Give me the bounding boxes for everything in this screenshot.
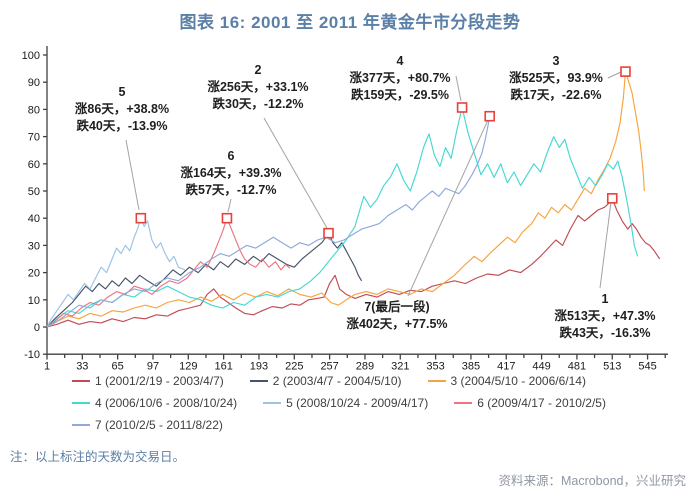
legend: 1 (2001/2/19 - 2003/4/7) 2 (2003/4/7 - 20… (72, 374, 692, 440)
y-tick-label: -10 (24, 349, 40, 361)
legend-swatch (427, 380, 446, 382)
callout-line (125, 139, 140, 211)
legend-swatch (454, 402, 473, 404)
y-tick-label: 90 (28, 77, 40, 89)
y-tick-label: 50 (28, 186, 40, 198)
series-line-1 (46, 197, 661, 328)
x-tick-label: 417 (497, 361, 515, 373)
x-tick-label: 513 (603, 361, 621, 373)
x-tick-label: 1 (44, 361, 50, 373)
legend-item-4: 4 (2006/10/6 - 2008/10/24) (72, 396, 237, 410)
source-text: 资料来源：Macrobond，兴业研究 (498, 474, 686, 488)
legend-label: 5 (2008/10/24 - 2009/4/17) (286, 396, 429, 410)
peak-marker (606, 193, 618, 204)
x-tick-label: 385 (462, 361, 480, 373)
callout-line (599, 201, 612, 289)
legend-item-7: 7 (2010/2/5 - 2011/8/22) (72, 418, 223, 432)
x-tick-label: 129 (179, 361, 197, 373)
series-line-7 (46, 116, 491, 328)
y-tick-label: 40 (28, 213, 40, 225)
peak-marker (484, 110, 496, 122)
legend-swatch (72, 402, 90, 404)
peak-marker (323, 227, 334, 239)
legend-item-1: 1 (2001/2/19 - 2003/4/7) (72, 374, 224, 388)
x-tick-label: 225 (285, 361, 303, 373)
y-tick-label: 30 (28, 240, 40, 252)
x-tick-label: 289 (356, 361, 374, 373)
legend-swatch (72, 424, 90, 426)
legend-row: 7 (2010/2/5 - 2011/8/22) (72, 418, 692, 432)
callout-line (263, 117, 328, 229)
legend-item-5: 5 (2008/10/24 - 2009/4/17) (263, 396, 428, 410)
legend-label: 3 (2004/5/10 - 2006/6/14) (450, 374, 586, 388)
callout-line (227, 198, 232, 213)
y-tick-label: 60 (28, 159, 40, 171)
legend-swatch (263, 402, 282, 404)
legend-label: 6 (2009/4/17 - 2010/2/5) (477, 396, 606, 410)
x-tick-label: 449 (532, 361, 550, 373)
chart-area: 100 90 80 70 60 50 40 30 20 10 0 -10 1 33 65 97 129 161 19… (22, 46, 668, 373)
x-tick-label: 65 (112, 361, 124, 373)
y-tick-label: 80 (28, 104, 40, 116)
legend-row: 4 (2006/10/6 - 2008/10/24) 5 (2008/10/24 … (72, 396, 692, 410)
legend-swatch (249, 380, 268, 382)
callout-line (607, 71, 622, 79)
y-tick-label: 100 (22, 50, 40, 62)
chart-title: 图表 16: 2001 至 2011 年黄金牛市分段走势 (179, 13, 521, 32)
legend-row: 1 (2001/2/19 - 2003/4/7) 2 (2003/4/7 - 20… (72, 374, 692, 388)
series-line-6 (46, 217, 291, 328)
series-line-4 (46, 106, 639, 328)
legend-item-3: 3 (2004/5/10 - 2006/6/14) (427, 374, 586, 388)
footnote: 注：以上标注的天数为交易日。 (10, 450, 186, 464)
y-tick-label: 20 (28, 268, 40, 280)
callout-line (455, 75, 462, 102)
x-tick-label: 481 (568, 361, 586, 373)
legend-label: 4 (2006/10/6 - 2008/10/24) (95, 396, 238, 410)
callout-line (407, 119, 489, 297)
x-tick-label: 33 (76, 361, 88, 373)
peak-marker (221, 212, 233, 224)
x-tick-label: 353 (426, 361, 444, 373)
x-tick-label: 321 (391, 361, 409, 373)
legend-label: 7 (2010/2/5 - 2011/8/22) (95, 418, 223, 432)
axes (43, 46, 668, 360)
peak-marker (620, 66, 631, 77)
peak-marker (135, 212, 147, 224)
series-line-5 (46, 217, 186, 328)
peak-marker (456, 102, 468, 113)
x-tick-label: 97 (147, 361, 159, 373)
x-tick-label: 193 (250, 361, 268, 373)
legend-item-6: 6 (2009/4/17 - 2010/2/5) (454, 396, 606, 410)
y-tick-label: 70 (28, 132, 40, 144)
x-tick-label: 545 (638, 361, 656, 373)
x-tick-label: 161 (214, 361, 232, 373)
y-tick-label: 10 (28, 295, 40, 307)
legend-label: 2 (2003/4/7 - 2004/5/10) (272, 374, 402, 388)
x-tick-label: 257 (320, 361, 338, 373)
legend-label: 1 (2001/2/19 - 2003/4/7) (95, 374, 224, 388)
legend-item-2: 2 (2003/4/7 - 2004/5/10) (249, 374, 402, 388)
legend-swatch (72, 380, 90, 382)
y-tick-label: 0 (34, 322, 40, 334)
